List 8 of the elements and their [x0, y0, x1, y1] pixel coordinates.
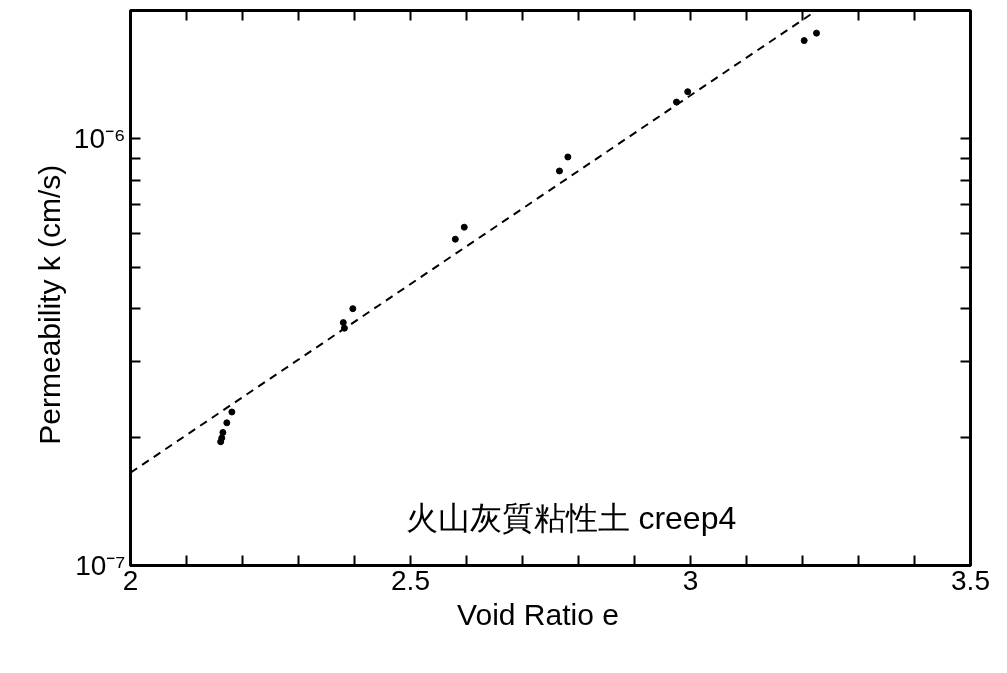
- x-tick-label: 3: [682, 564, 699, 596]
- x-tick-label: 2.5: [391, 564, 430, 596]
- annotation: 火山灰質粘性土 creep4: [405, 499, 737, 536]
- y-tick-label: 10⁻⁶: [73, 123, 126, 155]
- x-axis-title: Void Ratio e: [457, 597, 619, 631]
- x-tick-label: 2: [122, 564, 139, 596]
- x-tick-label: 3.5: [951, 564, 990, 596]
- y-axis-title: Permeability k (cm/s): [32, 164, 66, 445]
